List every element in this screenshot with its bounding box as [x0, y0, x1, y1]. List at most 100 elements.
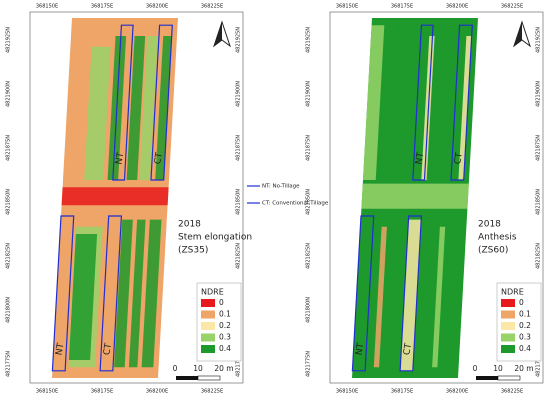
y-coord-label: 4821875N [536, 135, 542, 161]
x-coord-label: 368200E [446, 389, 468, 395]
crop-strip [114, 219, 133, 368]
panel-caption: 2018 [178, 220, 201, 230]
map-panel: NT CT NT CT 368150E 368150E 368175E 368175E 3682… [306, 4, 544, 395]
crop-strip [458, 36, 472, 180]
panel-caption: (ZS35) [178, 246, 208, 256]
plot-label: CT [402, 342, 414, 356]
x-coord-label: 368175E [91, 389, 113, 395]
y-coord-label: 4821775N [306, 351, 312, 377]
crop-strip [68, 234, 98, 360]
plot-label: NT [414, 151, 426, 165]
y-coord-label: 4821900N [236, 81, 242, 107]
legend-swatch [201, 299, 215, 307]
x-coord-label: 368150E [36, 4, 58, 10]
plot-outline [450, 24, 473, 181]
y-coord-label: 4821825N [6, 243, 12, 269]
x-coord-label: 368175E [91, 4, 113, 10]
y-coord-label: 4821775N [236, 351, 242, 377]
legend-label: 0.4 [219, 344, 231, 353]
y-coord-label: 4821900N [536, 81, 542, 107]
crop-strip [84, 46, 111, 180]
legend-label: 0 [219, 298, 224, 307]
y-coord-label: 4821825N [306, 243, 312, 269]
scale-label: 0 [473, 364, 478, 373]
x-coord-label: 368200E [146, 389, 168, 395]
legend-label: 0.1 [519, 310, 531, 319]
x-coord-label: 368225E [501, 389, 523, 395]
legend-label: 0.3 [219, 333, 231, 342]
y-coord-label: 4821900N [6, 81, 12, 107]
y-coord-label: 4821875N [306, 135, 312, 161]
crop-strip [373, 226, 387, 368]
legend-swatch [201, 310, 215, 319]
x-coord-label: 368225E [501, 4, 523, 10]
panel-caption: Stem elongation [178, 233, 252, 243]
legend-swatch [501, 333, 515, 342]
x-coord-label: 368225E [201, 389, 223, 395]
y-coord-label: 4821850N [6, 189, 12, 215]
legend-swatch [501, 322, 515, 330]
y-coord-label: 4821875N [236, 135, 242, 161]
crop-strip [363, 25, 385, 181]
crop-strip [400, 219, 422, 371]
y-coord-label: 4821875N [6, 135, 12, 161]
scale-bar [197, 375, 221, 381]
scale-label: 0 [173, 364, 178, 373]
legend-label: 0.4 [519, 344, 531, 353]
y-coord-label: 4821850N [306, 189, 312, 215]
x-coord-label: 368150E [336, 389, 358, 395]
y-coord-label: 4821775N [536, 351, 542, 377]
north-arrow-half [514, 22, 522, 46]
north-arrow-half [214, 22, 222, 46]
panel-caption: Anthesis [478, 233, 517, 243]
scale-label: 20 m [214, 364, 233, 373]
plot-label: NT [114, 151, 126, 165]
y-coord-label: 4821825N [236, 243, 242, 269]
plot-label: CT [153, 151, 165, 165]
plot-label: NT [354, 342, 366, 356]
plot-outline [99, 215, 123, 372]
y-coord-label: 4821825N [536, 243, 542, 269]
crop-strip [126, 36, 146, 180]
y-coord-label: 4821850N [236, 189, 242, 215]
crop-strip [128, 219, 146, 368]
y-coord-label: 4821925N [306, 27, 312, 53]
plot-outline [150, 24, 173, 181]
x-coord-label: 368175E [391, 4, 413, 10]
map-panel: NT CT NT CT 368150E 368150E 368175E 368175E 3682… [6, 4, 253, 395]
plot-outline [112, 24, 134, 181]
legend-label: 0.2 [219, 321, 231, 330]
legend-swatch [501, 345, 515, 353]
treatment-legend-label: NT: No-Tillage [262, 184, 300, 190]
y-coord-label: 4821925N [236, 27, 242, 53]
y-coord-label: 4821850N [536, 189, 542, 215]
legend-label: 0.1 [219, 310, 231, 319]
treatment-legend-label: CT: Conventional Tillage [262, 201, 329, 207]
y-coord-label: 4821800N [6, 297, 12, 323]
y-coord-label: 4821775N [6, 351, 12, 377]
y-coord-label: 4821925N [6, 27, 12, 53]
legend-swatch [201, 333, 215, 342]
scale-bar [497, 375, 521, 381]
crop-strip [141, 219, 162, 368]
plot-outline [351, 215, 375, 372]
scale-bar [476, 376, 498, 380]
legend-label: 0.2 [519, 321, 531, 330]
x-coord-label: 368175E [391, 389, 413, 395]
legend-title: NDRE [501, 288, 524, 297]
crop-strip [139, 36, 158, 180]
legend-swatch [501, 310, 515, 319]
crop-strip [361, 183, 469, 209]
y-coord-label: 4821800N [306, 297, 312, 323]
legend-swatch [501, 299, 515, 307]
legend-title: NDRE [201, 288, 224, 297]
legend-label: 0.3 [519, 333, 531, 342]
y-coord-label: 4821925N [536, 27, 542, 53]
panel-caption: 2018 [478, 220, 501, 230]
scale-bar [176, 376, 198, 380]
x-coord-label: 368200E [146, 4, 168, 10]
plot-outline [51, 215, 75, 372]
plot-label: CT [453, 151, 465, 165]
plot-label: CT [102, 342, 114, 356]
